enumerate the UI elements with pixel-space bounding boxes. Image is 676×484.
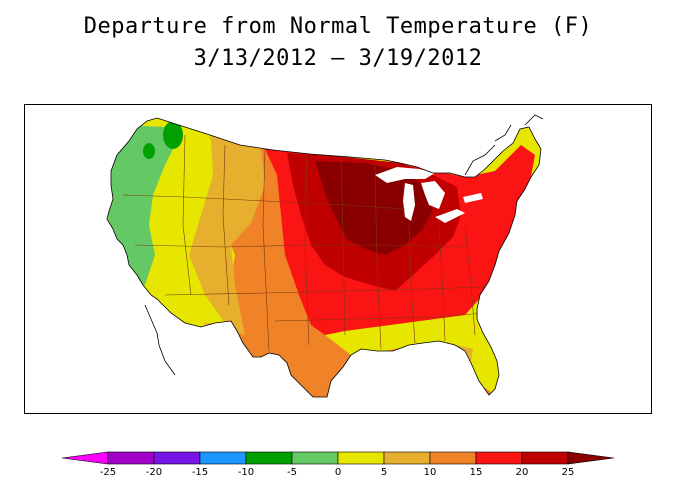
anomaly-band-10-15	[107, 145, 505, 397]
colorbar-segment	[337, 451, 385, 465]
colorbar-tick-label: 25	[562, 467, 575, 478]
colorbar-legend: -25 -20 -15 -10 -5 0 5 10 15 20 25	[0, 440, 676, 480]
colorbar-tick-label: -15	[192, 467, 208, 478]
colorbar-segment	[383, 451, 431, 465]
colorbar-tick-label: -25	[100, 467, 116, 478]
colorbar-under-triangle	[61, 451, 109, 465]
us-temperature-map	[106, 114, 544, 398]
anomaly-band-0-5	[135, 139, 225, 323]
colorbar-segment	[291, 451, 339, 465]
map-title: Departure from Normal Temperature (F)	[83, 14, 593, 39]
colorbar-tick-label: -5	[287, 467, 297, 478]
colorbar-tick-label: 0	[335, 467, 341, 478]
map-panel	[24, 104, 652, 414]
colorbar-tick-label: 10	[424, 467, 437, 478]
colorbar-tick-label: 15	[470, 467, 483, 478]
lake-ontario	[463, 193, 483, 203]
colorbar-tick-label: 20	[516, 467, 529, 478]
colorbar-tick-label: -20	[146, 467, 162, 478]
map-date-range: 3/13/2012 – 3/19/2012	[193, 46, 483, 71]
lake-michigan	[403, 183, 415, 221]
lake-superior	[375, 167, 435, 183]
lake-huron	[421, 181, 445, 209]
colorbar-tick-label: 5	[381, 467, 387, 478]
anomaly-band-neg5-0	[107, 125, 175, 285]
colorbar-over-triangle	[567, 451, 615, 465]
colorbar-segment	[521, 451, 569, 465]
colorbar-segment	[199, 451, 247, 465]
colorbar-segment	[153, 451, 201, 465]
anomaly-band-over-25	[315, 161, 433, 255]
temperature-anomaly-field	[107, 121, 535, 397]
colorbar-segment	[107, 451, 155, 465]
canada-coastline	[144, 114, 544, 376]
colorbar-segment	[245, 451, 293, 465]
colorbar-tick-label: -10	[238, 467, 254, 478]
colorbar-segment	[429, 451, 477, 465]
colorbar: -25 -20 -15 -10 -5 0 5 10 15 20 25	[61, 451, 615, 478]
anomaly-band-neg10-neg5-b	[143, 143, 155, 159]
florida-anomaly	[465, 351, 499, 393]
state-boundaries	[122, 134, 486, 352]
anomaly-band-neg10-neg5	[163, 121, 183, 149]
lake-erie	[435, 209, 465, 223]
colorbar-segment	[475, 451, 523, 465]
